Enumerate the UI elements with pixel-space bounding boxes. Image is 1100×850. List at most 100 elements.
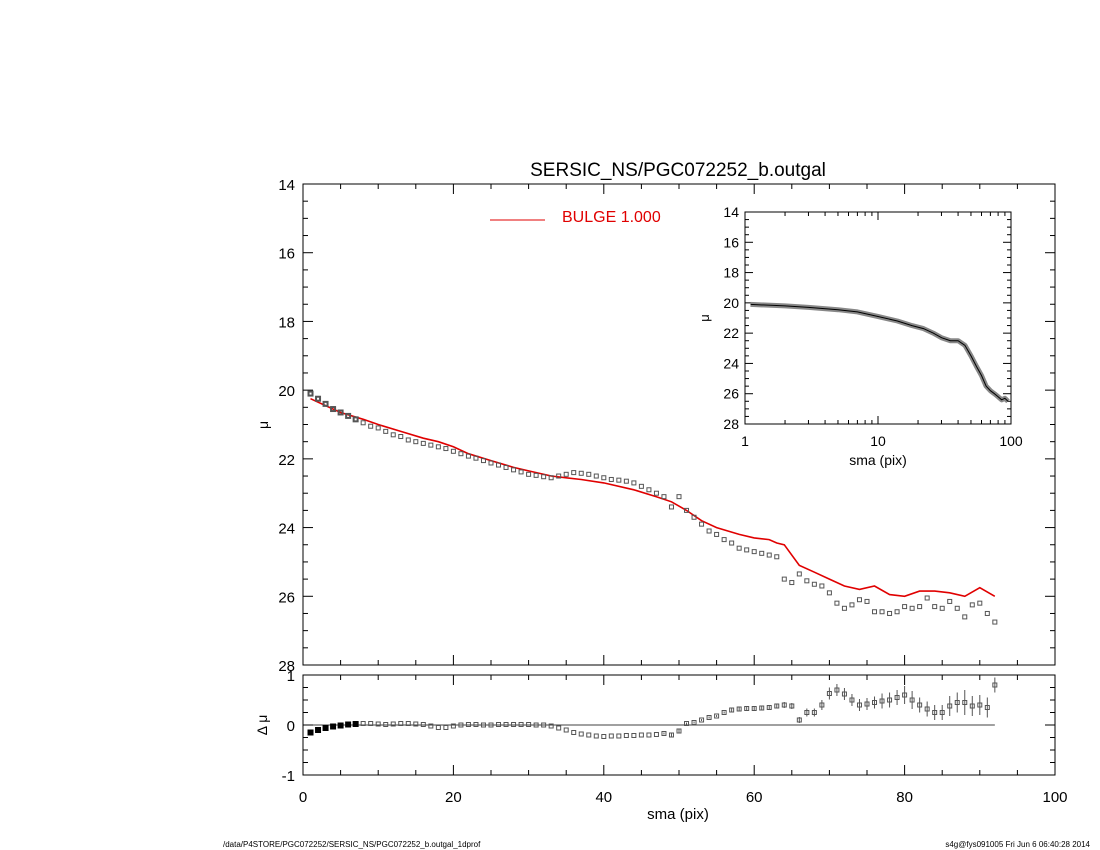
residual-point [706,715,712,720]
residual-point [465,722,471,727]
residual-point [593,733,599,739]
profile-point [819,583,825,589]
residual-point [375,721,381,727]
residual-point [781,702,787,708]
residual-point [315,727,322,733]
residual-point [458,722,464,728]
residual-point [984,705,990,710]
profile-point [330,406,337,413]
profile-point [699,521,705,527]
residual-point [811,710,817,715]
x-tick-label: 80 [896,789,913,806]
profile-point [864,598,870,604]
profile-point [932,604,938,610]
residual-point [503,722,509,727]
profile-point [939,605,945,611]
profile-point [480,458,486,464]
inset-x-axis-label: sma (pix) [849,452,907,468]
main-panel: SERSIC_NS/PGC072252_b.outgal 14 16 18 20 22 2… [255,160,1056,675]
residual-point [909,697,915,703]
main-y-tick-label: 18 [278,314,295,331]
profile-point [322,400,329,407]
legend-label: BULGE 1.000 [562,209,661,226]
profile-point [969,602,975,608]
profile-point [337,409,344,416]
x-tick-label: 20 [445,789,462,806]
residual-point [646,732,652,738]
residual-point [969,703,975,709]
residual-point [819,702,825,708]
profile-point [894,609,900,615]
profile-point [781,576,787,582]
profile-point [653,490,659,496]
main-y-tick-label: 14 [278,177,295,194]
profile-point [368,423,374,429]
residual-point [766,705,772,710]
residual-point [668,732,674,738]
residual-data-points [307,677,998,739]
profile-point [947,598,953,604]
residual-point [872,700,878,705]
residual-point [947,703,953,709]
residual-point [345,721,352,728]
residual-point [337,722,344,729]
profile-point [668,504,674,510]
profile-point [307,390,314,397]
profile-point [917,604,923,610]
inset-y-tick-label: 28 [723,416,739,432]
residual-point [322,725,329,731]
main-y-tick-label: 22 [278,452,295,469]
residual-point [721,710,727,715]
profile-point [435,444,441,450]
residual-point [352,721,359,727]
x-tick-label: 100 [1042,789,1067,806]
inset-y-tick-label: 18 [723,265,739,281]
residual-point [729,707,735,713]
profile-point [849,602,855,608]
residual-point [887,697,893,703]
residual-point [894,695,900,700]
residual-point [488,722,494,728]
profile-point [631,480,637,486]
residual-point [623,733,629,738]
profile-point [744,547,750,553]
residual-point [864,701,870,707]
residual-point [360,721,366,726]
residual-point [856,702,862,708]
residual-point [398,721,404,726]
residual-point [511,722,517,727]
profile-point [684,507,690,513]
residual-point [383,722,389,727]
residual-point [307,729,314,736]
residual-y-tick-label: -1 [282,768,295,785]
profile-point [691,514,697,520]
inset-panel: 1 10 100 14 16 18 20 22 24 26 28 μ sma (pix) [697,204,1023,468]
profile-point [352,416,359,423]
residual-point [939,710,945,715]
profile-point [977,600,983,606]
main-y-tick-label: 16 [278,246,295,263]
profile-point [924,595,930,601]
residual-point [631,733,637,738]
residual-point [368,721,374,726]
profile-data-points [307,390,998,625]
chart-title: SERSIC_NS/PGC072252_b.outgal [530,160,826,181]
inset-y-tick-label: 24 [723,355,739,371]
profile-point [405,437,411,443]
profile-point [804,578,810,584]
profile-point [541,474,547,480]
residual-point [826,691,832,696]
residual-point [563,727,569,733]
profile-point [834,600,840,606]
residual-point [556,725,562,731]
residual-point [992,682,998,688]
residual-point [841,691,847,697]
residual-point [759,705,765,711]
residual-point [789,703,795,709]
profile-point [488,460,494,466]
profile-point [533,472,539,478]
residual-point [533,722,539,728]
profile-point [729,540,735,546]
profile-point [841,605,847,611]
x-tick-label: 0 [299,789,307,806]
